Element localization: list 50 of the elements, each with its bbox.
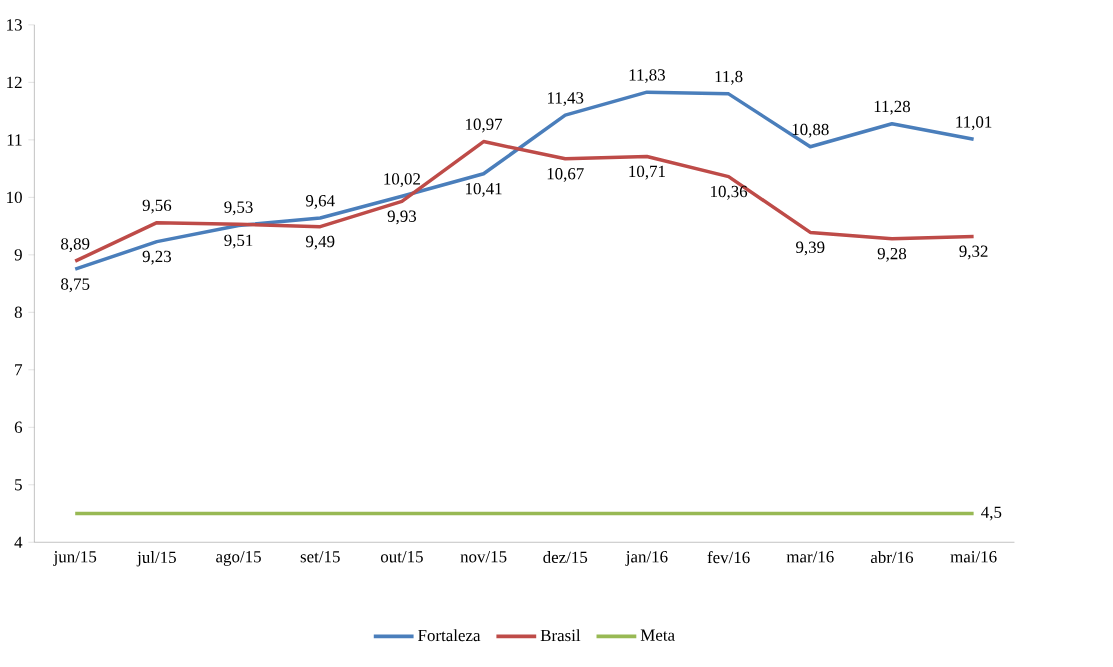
- data-label: 10,02: [384, 173, 420, 188]
- data-label: 8,89: [61, 238, 90, 253]
- data-label: 9,51: [224, 234, 253, 249]
- y-tick-label: 12: [7, 76, 22, 89]
- legend-label: Meta: [640, 629, 675, 641]
- data-label: 8,75: [61, 278, 90, 293]
- x-tick-label: dez/15: [543, 551, 588, 564]
- x-tick-label: jul/15: [136, 551, 176, 567]
- data-label: 11,43: [548, 92, 584, 107]
- data-label: 9,56: [142, 199, 172, 214]
- data-label: 9,64: [305, 195, 335, 210]
- data-label: 9,93: [387, 210, 417, 225]
- data-label: 9,49: [305, 235, 335, 250]
- data-label: 11,8: [715, 71, 743, 85]
- y-tick-label: 6: [14, 421, 23, 434]
- x-tick-label: set/15: [300, 551, 340, 563]
- data-label: 11,01: [956, 116, 992, 131]
- y-tick-label: 7: [15, 364, 23, 376]
- x-tick-label: out/15: [380, 551, 423, 563]
- y-tick-label: 11: [7, 134, 22, 146]
- y-tick-label: 9: [14, 249, 22, 261]
- x-tick-label: jun/15: [53, 551, 97, 567]
- x-tick-label: jan/16: [625, 551, 668, 567]
- data-label: 11,28: [874, 100, 911, 115]
- x-tick-label: abr/16: [870, 551, 914, 564]
- y-tick-label: 13: [7, 19, 22, 31]
- data-label: 9,28: [877, 248, 907, 262]
- x-tick-label: fev/16: [707, 551, 750, 564]
- x-tick-label: mai/16: [950, 551, 997, 563]
- legend-label: Fortaleza: [418, 629, 481, 642]
- y-tick-label: 4: [14, 536, 23, 549]
- y-tick-label: 8: [14, 306, 22, 319]
- x-tick-label: mar/16: [786, 551, 834, 563]
- data-label: 10,71: [629, 165, 665, 180]
- data-label: 9,39: [796, 241, 825, 256]
- x-tick-label: ago/15: [216, 551, 261, 567]
- data-label: 10,36: [711, 185, 748, 200]
- data-label: 10,97: [466, 118, 503, 133]
- data-label: 10,88: [792, 123, 829, 138]
- data-label: 11,83: [629, 69, 665, 84]
- data-label: 4,5: [981, 506, 1002, 521]
- data-label: 9,23: [142, 250, 172, 265]
- data-label: 9,53: [224, 201, 253, 216]
- data-label: 10,67: [547, 168, 584, 183]
- legend-label: Brasil: [540, 629, 581, 642]
- data-label: 10,41: [466, 183, 502, 197]
- x-tick-label: nov/15: [460, 551, 507, 563]
- y-tick-label: 5: [15, 479, 22, 491]
- data-label: 9,32: [959, 245, 988, 260]
- y-tick-label: 10: [7, 191, 22, 204]
